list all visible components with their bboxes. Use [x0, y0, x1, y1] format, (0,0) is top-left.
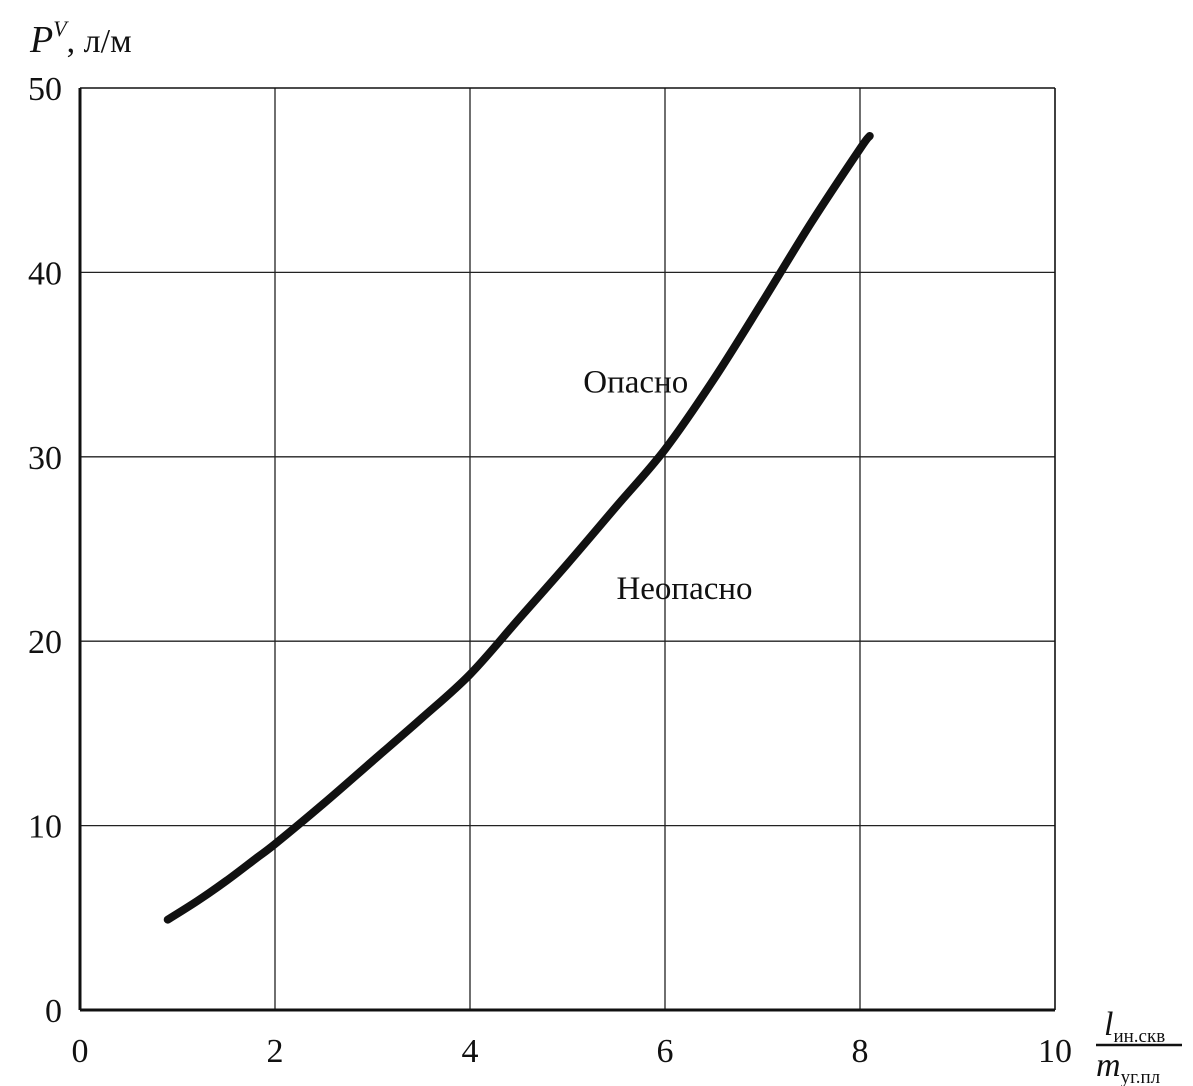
x-label-num-symbol: l	[1104, 1006, 1113, 1043]
x-tick-label-0: 0	[72, 1033, 89, 1070]
plot-frame	[78, 87, 1056, 1012]
grid-lines	[80, 88, 1055, 1010]
annotation-1: Неопасно	[616, 571, 752, 607]
y-tick-label-3: 30	[28, 440, 62, 477]
x-tick-label-2: 4	[462, 1033, 479, 1070]
y-tick-label-0: 0	[45, 993, 62, 1030]
y-label-unit: , л/м	[67, 23, 132, 60]
y-tick-label-4: 40	[28, 255, 62, 292]
x-tick-label-5: 10	[1038, 1033, 1072, 1070]
x-tick-label-1: 2	[267, 1033, 284, 1070]
y-label-superscript: V	[53, 16, 69, 41]
x-axis-label: lин.скв mуг.пл	[1096, 1006, 1182, 1086]
annotations: Опасно Неопасно	[583, 364, 752, 607]
x-tick-label-3: 6	[657, 1033, 674, 1070]
y-axis-label: PV, л/м	[29, 16, 132, 61]
series-group	[163, 131, 874, 924]
series-line-0	[163, 131, 874, 924]
x-label-numerator: lин.скв	[1104, 1006, 1165, 1047]
x-label-den-symbol: m	[1096, 1047, 1121, 1084]
x-tick-label-4: 8	[852, 1033, 869, 1070]
y-label-symbol: P	[29, 19, 53, 61]
y-tick-label-2: 20	[28, 624, 62, 661]
y-tick-label-1: 10	[28, 809, 62, 846]
x-tick-labels: 0 2 4 6 8 10	[72, 1033, 1073, 1070]
y-tick-label-5: 50	[28, 71, 62, 108]
annotation-0: Опасно	[583, 364, 688, 400]
x-label-den-subscript: уг.пл	[1121, 1067, 1161, 1086]
y-tick-labels: 0 10 20 30 40 50	[28, 71, 62, 1030]
x-label-num-subscript: ин.скв	[1113, 1026, 1165, 1047]
x-label-denominator: mуг.пл	[1096, 1047, 1161, 1086]
